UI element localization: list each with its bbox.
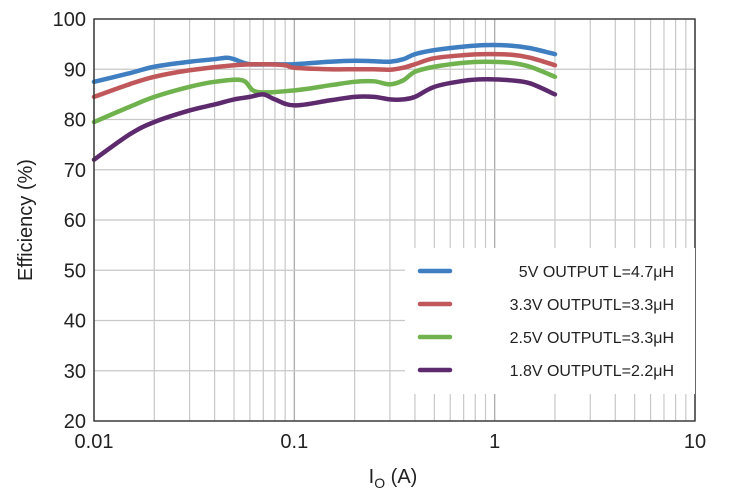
legend-label-3: 2.5V OUTPUTL=3.3μH xyxy=(510,330,674,347)
series-line-3 xyxy=(91,59,558,125)
x-axis-label-main: I xyxy=(369,466,375,488)
x-tick-label: 0.1 xyxy=(280,431,308,453)
x-tick-label: 10 xyxy=(684,431,706,453)
legend-label-1: 5V OUTPUT L=4.7μH xyxy=(519,264,674,281)
legend: 5V OUTPUT L=4.7μH 3.3V OUTPUTL=3.3μH 2.5V … xyxy=(405,248,695,394)
y-tick-label: 100 xyxy=(53,9,86,31)
series-line-4 xyxy=(91,77,558,162)
y-tick-label: 30 xyxy=(64,361,86,383)
series-line-2 xyxy=(91,51,558,100)
x-axis-label: IO (A) xyxy=(369,466,418,491)
y-tick-label: 80 xyxy=(64,110,86,132)
legend-box xyxy=(405,248,695,394)
x-tick-label: 0.01 xyxy=(75,431,114,453)
series-line-1 xyxy=(91,42,558,85)
y-tick-label: 50 xyxy=(64,260,86,282)
tick-label-layer: 20 30 40 50 60 70 80 90 100 0.01 0.1 1 10 xyxy=(53,9,707,453)
y-tick-label: 70 xyxy=(64,160,86,182)
y-tick-label: 20 xyxy=(64,411,86,433)
y-tick-label: 40 xyxy=(64,311,86,333)
plot-frame xyxy=(93,18,696,422)
y-axis-label: Efficiency (%) xyxy=(15,159,37,281)
x-axis-label-unit: (A) xyxy=(385,466,417,488)
x-axis-label-subscript: O xyxy=(374,475,385,491)
y-tick-label: 90 xyxy=(64,59,86,81)
legend-label-4: 1.8V OUTPUTL=2.2μH xyxy=(510,363,674,380)
y-tick-label: 60 xyxy=(64,210,86,232)
legend-label-2: 3.3V OUTPUTL=3.3μH xyxy=(510,297,674,314)
series-layer xyxy=(91,42,558,162)
legend-items: 5V OUTPUT L=4.7μH 3.3V OUTPUTL=3.3μH 2.5V … xyxy=(417,264,674,380)
x-tick-label: 1 xyxy=(489,431,500,453)
